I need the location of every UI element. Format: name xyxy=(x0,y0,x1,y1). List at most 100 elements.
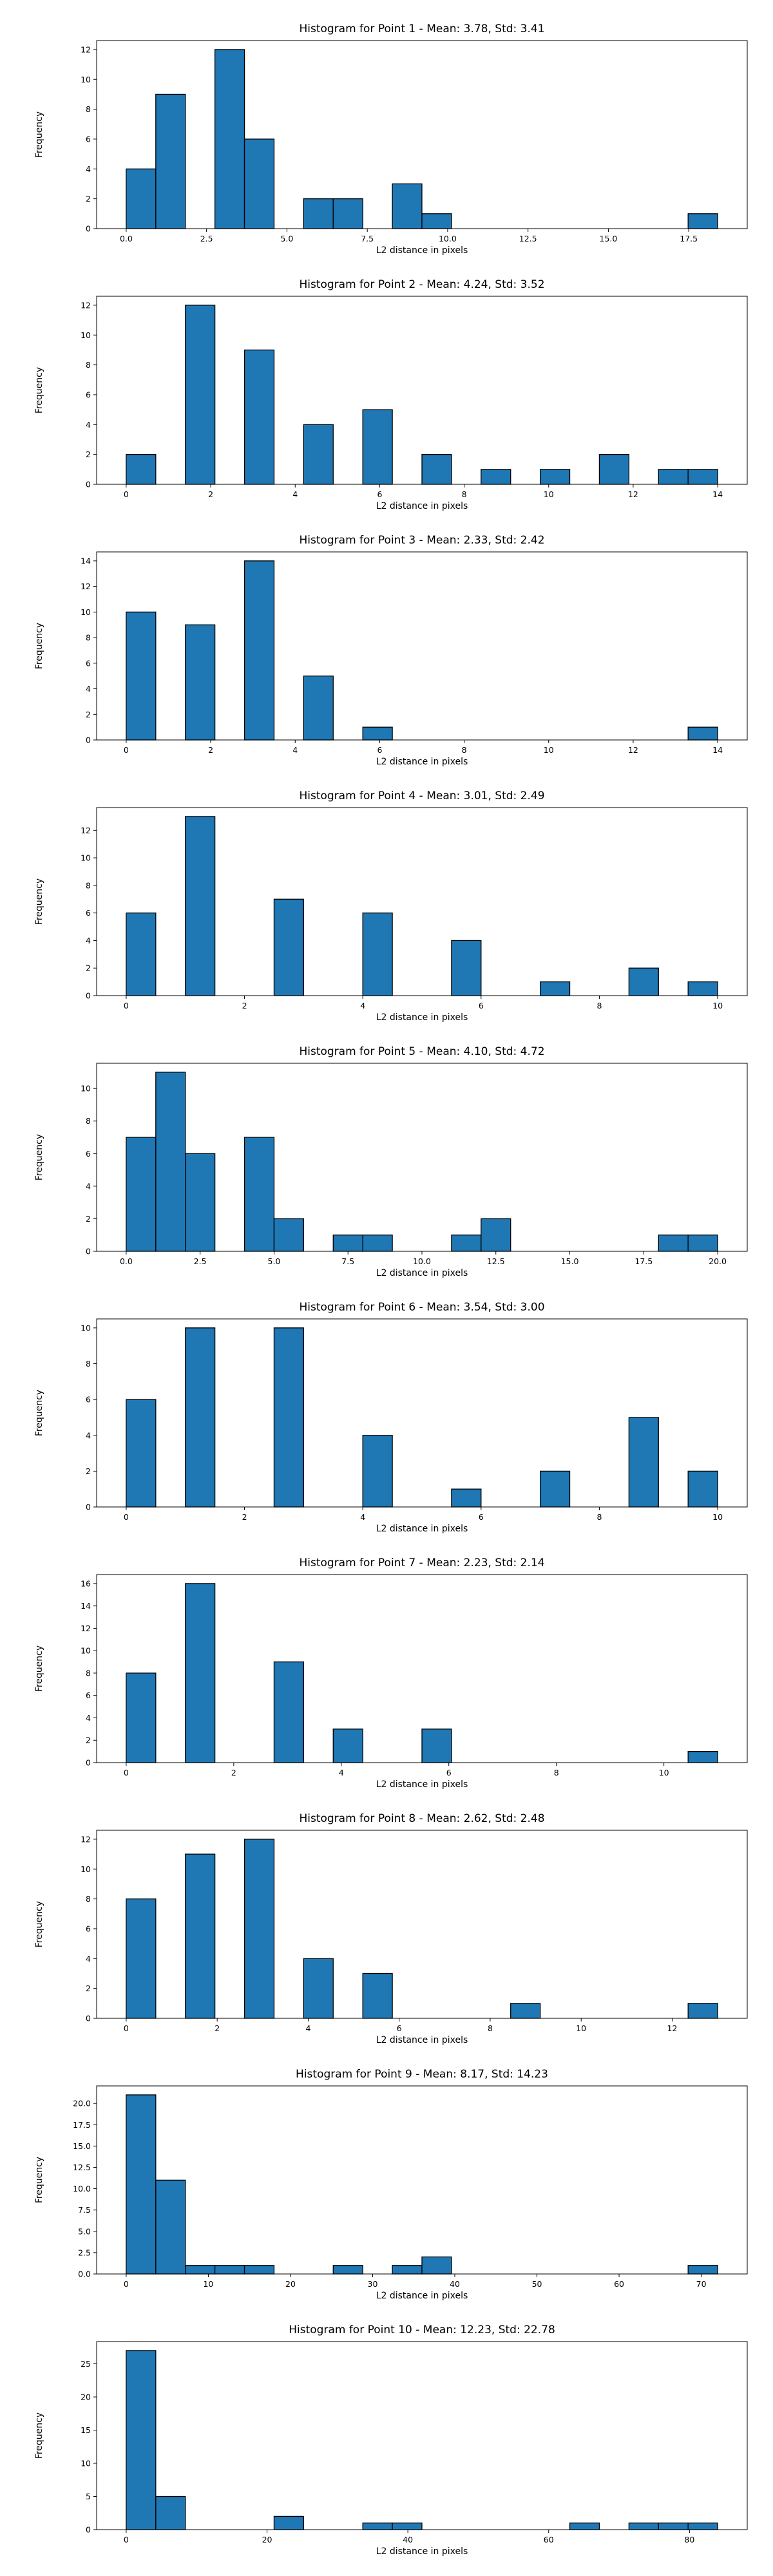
histogram-bar xyxy=(243,138,275,229)
chart-title: Histogram for Point 10 - Mean: 12.23, St… xyxy=(289,2324,555,2336)
histogram-panel-7: Histogram for Point 7 - Mean: 2.23, Std:… xyxy=(0,1534,773,1790)
axes-frame xyxy=(96,2085,748,2275)
x-tick-label: 0 xyxy=(124,2535,129,2544)
histogram-bar xyxy=(126,1672,157,1763)
y-tick-label: 17.5 xyxy=(73,2120,91,2130)
histogram-bar xyxy=(569,2523,600,2530)
y-axis-label: Frequency xyxy=(34,1901,44,1947)
x-tick-label: 8 xyxy=(596,1001,602,1010)
y-tick-label: 8 xyxy=(86,1116,91,1126)
y-tick-label: 10 xyxy=(81,1646,91,1656)
axes-frame xyxy=(96,2341,748,2530)
y-tick-label: 16 xyxy=(81,1578,91,1588)
y-tick-label: 10 xyxy=(81,2459,91,2468)
x-axis-label: L2 distance in pixels xyxy=(376,2546,468,2557)
histogram-bar xyxy=(332,1235,363,1252)
histogram-bar xyxy=(362,409,393,485)
y-tick-label: 2 xyxy=(86,710,91,719)
y-tick-label: 10 xyxy=(81,1864,91,1874)
histogram-bar xyxy=(481,469,511,485)
y-tick-label: 12 xyxy=(81,582,91,591)
y-tick-label: 8 xyxy=(86,360,91,370)
y-tick-label: 15 xyxy=(81,2425,91,2435)
chart-title: Histogram for Point 3 - Mean: 2.33, Std:… xyxy=(299,534,544,547)
histogram-panel-5: Histogram for Point 5 - Mean: 4.10, Std:… xyxy=(0,1023,773,1278)
x-tick-label: 10.0 xyxy=(413,1256,431,1266)
x-tick-label: 12.5 xyxy=(487,1256,505,1266)
histogram-bar xyxy=(273,1327,305,1508)
y-axis-label: Frequency xyxy=(34,367,44,413)
x-tick-label: 60 xyxy=(544,2535,554,2544)
histogram-bar xyxy=(214,2265,245,2275)
x-tick-label: 2 xyxy=(208,489,213,499)
histogram-bar xyxy=(126,2350,157,2530)
x-axis-label: L2 distance in pixels xyxy=(376,1268,468,1278)
x-tick-label: 2 xyxy=(242,1001,247,1010)
histogram-bar xyxy=(421,2256,452,2275)
y-tick-label: 2 xyxy=(86,450,91,459)
x-tick-label: 14 xyxy=(712,745,723,755)
x-tick-label: 6 xyxy=(446,1768,452,1777)
histogram-bar xyxy=(185,1853,216,2019)
histogram-bar xyxy=(332,198,363,229)
x-tick-label: 0 xyxy=(124,2023,129,2033)
x-tick-label: 2.5 xyxy=(200,234,213,243)
histogram-bar xyxy=(362,726,393,741)
y-tick-label: 0 xyxy=(86,991,91,1001)
y-tick-label: 10 xyxy=(81,1084,91,1094)
y-tick-label: 15.0 xyxy=(73,2141,91,2151)
histogram-bar xyxy=(273,898,305,996)
histogram-bar xyxy=(243,560,275,741)
histogram-bar xyxy=(243,349,275,485)
x-tick-label: 0.0 xyxy=(120,234,133,243)
histogram-bar xyxy=(687,1750,718,1763)
y-tick-label: 10 xyxy=(81,607,91,617)
y-tick-label: 12 xyxy=(81,300,91,310)
x-tick-label: 10 xyxy=(659,1768,669,1777)
histogram-bar xyxy=(362,2523,393,2530)
histogram-bar xyxy=(658,1235,689,1252)
bars xyxy=(126,1583,718,1763)
x-axis-label: L2 distance in pixels xyxy=(376,1524,468,1534)
y-tick-label: 8 xyxy=(86,1359,91,1368)
histogram-bar xyxy=(628,967,659,996)
axes-frame xyxy=(96,807,748,996)
histogram-bar xyxy=(185,2265,216,2275)
histogram-bar xyxy=(421,213,452,229)
x-tick-label: 70 xyxy=(696,2279,707,2289)
histogram-bar xyxy=(126,1137,157,1252)
x-tick-label: 8 xyxy=(488,2023,493,2033)
chart-title: Histogram for Point 6 - Mean: 3.54, Std:… xyxy=(299,1301,544,1314)
axes-frame xyxy=(96,551,748,741)
histogram-bar xyxy=(155,2179,186,2275)
x-tick-label: 12 xyxy=(628,489,638,499)
x-tick-label: 50 xyxy=(532,2279,542,2289)
histogram-bar xyxy=(332,1728,363,1763)
y-tick-label: 6 xyxy=(86,1395,91,1405)
axes-frame xyxy=(96,1830,748,2019)
bars xyxy=(126,2094,718,2275)
x-tick-label: 10.0 xyxy=(439,234,457,243)
y-tick-label: 8 xyxy=(86,1894,91,1904)
y-tick-label: 25 xyxy=(81,2359,91,2369)
histogram-svg-1: Histogram for Point 1 - Mean: 3.78, Std:… xyxy=(34,23,748,256)
y-tick-label: 2 xyxy=(86,1466,91,1476)
y-axis-label: Frequency xyxy=(34,111,44,158)
x-tick-label: 17.5 xyxy=(680,234,698,243)
x-tick-label: 0 xyxy=(124,1001,129,1010)
histogram-bar xyxy=(155,93,186,229)
x-tick-label: 6 xyxy=(479,1512,484,1522)
x-tick-label: 5.0 xyxy=(268,1256,281,1266)
y-tick-label: 14 xyxy=(81,1601,91,1611)
bars xyxy=(126,305,718,485)
y-tick-label: 8 xyxy=(86,880,91,890)
x-tick-label: 2 xyxy=(231,1768,236,1777)
histogram-panel-8: Histogram for Point 8 - Mean: 2.62, Std:… xyxy=(0,1790,773,2045)
y-tick-label: 0 xyxy=(86,1502,91,1512)
histogram-bar xyxy=(126,454,157,485)
histogram-bar xyxy=(362,1973,393,2019)
histogram-svg-2: Histogram for Point 2 - Mean: 4.24, Std:… xyxy=(34,278,748,511)
histogram-bar xyxy=(421,454,452,485)
histogram-bar xyxy=(687,213,718,229)
axes-frame xyxy=(96,296,748,485)
